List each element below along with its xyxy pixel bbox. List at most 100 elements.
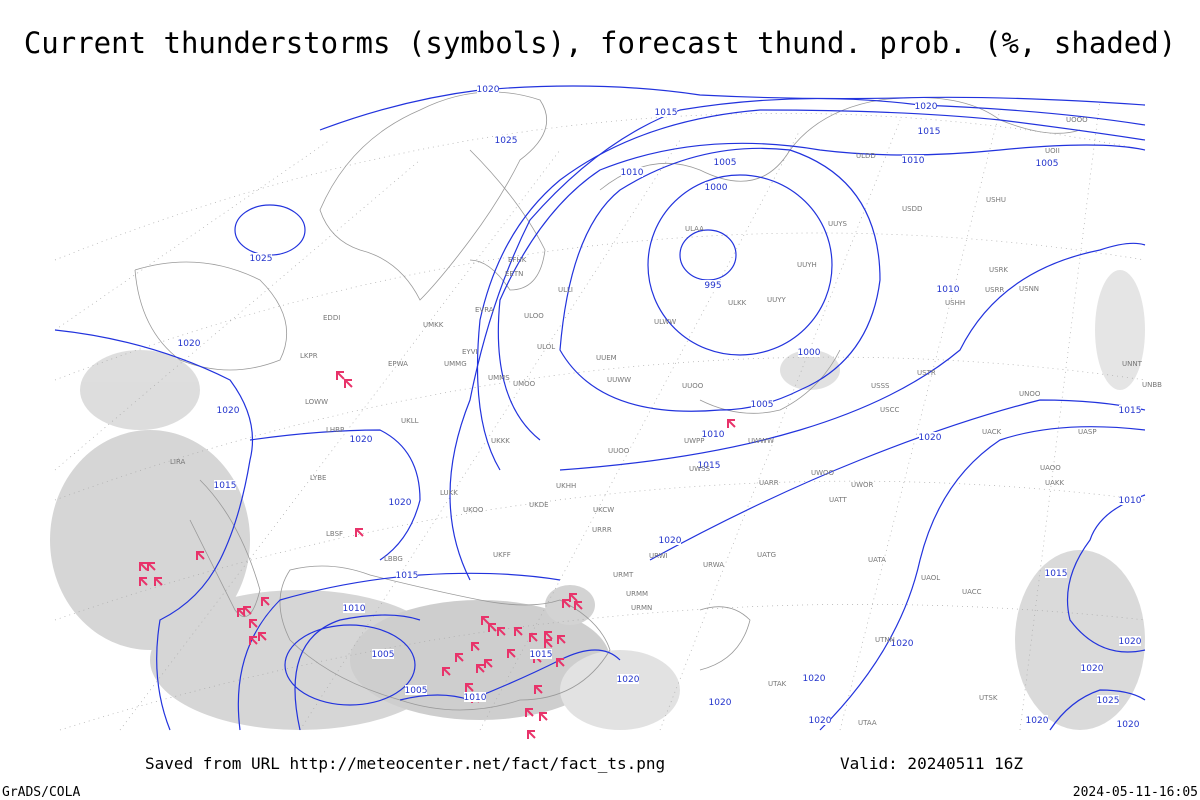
isobar-label-bg xyxy=(495,135,517,145)
thunderstorm-symbol xyxy=(497,627,506,636)
isobar-label-bg xyxy=(530,649,552,659)
station-code: UKOO xyxy=(463,506,484,514)
thunderstorm-symbol xyxy=(534,685,543,694)
isobar-label: 1020 xyxy=(350,435,373,445)
thunderstorm-symbol xyxy=(344,379,353,388)
station-code: UWOR xyxy=(851,481,874,489)
probability-shading xyxy=(50,270,1145,730)
station-code: USNN xyxy=(1019,285,1039,293)
isobar-label: 1015 xyxy=(214,481,237,491)
station-code: EYVI xyxy=(462,348,478,356)
isobar-label-bg xyxy=(1045,568,1067,578)
station-code: UOII xyxy=(1045,147,1060,155)
station-code: USSS xyxy=(871,382,890,390)
thunderstorm-symbol xyxy=(249,636,258,645)
station-code: UKHH xyxy=(556,482,576,490)
station-code: URMT xyxy=(613,571,634,579)
station-code: UUWW xyxy=(607,376,631,384)
isobar-label: 1000 xyxy=(798,348,821,358)
thunderstorm-symbol xyxy=(507,649,516,658)
station-code: ULAA xyxy=(685,225,704,233)
station-code: UKCW xyxy=(593,506,614,514)
isobar-label: 1020 xyxy=(617,675,640,685)
isobar-label: 1015 xyxy=(698,461,721,471)
thunderstorm-symbol xyxy=(442,667,451,676)
station-code: UUYS xyxy=(828,220,848,228)
isobar-label-bg xyxy=(891,638,913,648)
station-code: ULOL xyxy=(537,343,555,351)
station-code: UUEM xyxy=(596,354,617,362)
isobar-label-bg xyxy=(405,685,427,695)
isobar-label: 1020 xyxy=(1026,716,1049,726)
station-code: UWOO xyxy=(811,469,835,477)
isobar-label: 1015 xyxy=(1045,569,1068,579)
station-code: LUKK xyxy=(440,489,458,497)
isobar-label-bg xyxy=(937,284,959,294)
station-code: LKPR xyxy=(300,352,318,360)
station-code: URWA xyxy=(703,561,724,569)
isobar-label: 1020 xyxy=(217,406,240,416)
station-code: UUYH xyxy=(797,261,817,269)
station-code: USRK xyxy=(989,266,1008,274)
isobar-label: 1020 xyxy=(1117,720,1140,730)
station-code: EFHK xyxy=(508,256,527,264)
isobar-label: 1025 xyxy=(250,254,273,264)
station-code: USCC xyxy=(880,406,899,414)
isobar-label-bg xyxy=(389,497,411,507)
isobar-label-bg xyxy=(919,432,941,442)
station-code: LOWW xyxy=(305,398,328,406)
isobar-label-bg xyxy=(915,101,937,111)
isobar-label: 1025 xyxy=(495,136,518,146)
thunderstorm-symbol xyxy=(529,633,538,642)
station-code: URMM xyxy=(626,590,648,598)
station-code: UACC xyxy=(962,588,982,596)
isobar-label: 1005 xyxy=(751,400,774,410)
station-code: ULKK xyxy=(728,299,747,307)
thunderstorm-symbol xyxy=(544,631,553,640)
isobar-label: 1020 xyxy=(919,433,942,443)
thunderstorm-symbol xyxy=(525,708,534,717)
isobar-label-bg xyxy=(751,399,773,409)
station-code: LYBE xyxy=(310,474,326,482)
station-code: EPWA xyxy=(388,360,408,368)
station-code: UTSK xyxy=(979,694,998,702)
isobar-label: 1015 xyxy=(655,108,678,118)
isobar-label-bg xyxy=(798,347,820,357)
isobar-label: 1005 xyxy=(372,650,395,660)
station-code: EDDI xyxy=(323,314,340,322)
isobar-label: 1020 xyxy=(915,102,938,112)
isobar-label-bg xyxy=(902,155,924,165)
thunderstorm-symbol xyxy=(562,599,571,608)
source-url: Saved from URL http://meteocenter.net/fa… xyxy=(145,754,665,773)
isobar-label-bg xyxy=(803,673,825,683)
station-code: UARR xyxy=(759,479,779,487)
station-code: LBSF xyxy=(326,530,343,538)
isobar-label: 1020 xyxy=(477,85,500,95)
station-code: ULDD xyxy=(856,152,876,160)
thunderstorm-symbol xyxy=(336,371,345,380)
thunderstorm-symbol xyxy=(484,659,493,668)
isobar-label: 1015 xyxy=(1119,406,1142,416)
isobar-label-bg xyxy=(1036,158,1058,168)
isobar-label-bg xyxy=(217,405,239,415)
thunderstorm-symbol xyxy=(249,619,258,628)
station-code: UATA xyxy=(868,556,886,564)
map-title: Current thunderstorms (symbols), forecas… xyxy=(24,26,1176,60)
isobar-label-bg xyxy=(714,157,736,167)
station-code: UTAA xyxy=(858,719,877,727)
isobar-label: 1005 xyxy=(714,158,737,168)
thunderstorm-symbol xyxy=(539,712,548,721)
thunderstorm-symbol xyxy=(258,632,267,641)
station-code: UMMG xyxy=(444,360,467,368)
station-code: UKFF xyxy=(493,551,511,559)
station-code: UNOO xyxy=(1019,390,1041,398)
station-code: UTNN xyxy=(875,636,895,644)
station-code: URMN xyxy=(631,604,652,612)
isobar-label-bg xyxy=(659,535,681,545)
isobar-label: 1010 xyxy=(1119,496,1142,506)
station-code: UKDE xyxy=(529,501,549,509)
thunderstorm-symbol xyxy=(514,627,523,636)
thunderstorm-symbol xyxy=(527,730,536,739)
isobar-label: 995 xyxy=(704,281,721,291)
